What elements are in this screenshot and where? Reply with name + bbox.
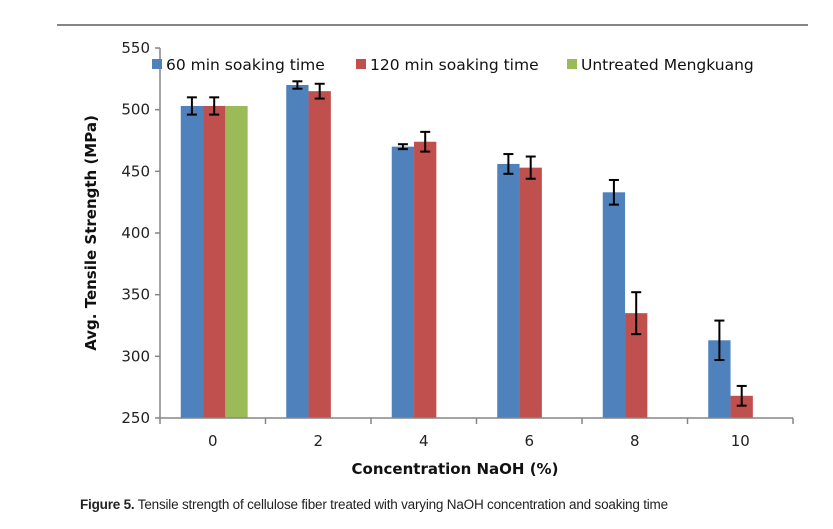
y-axis-label: Avg. Tensile Strength (MPa) (82, 115, 100, 351)
legend-item-2: 120 min soaking time (356, 56, 539, 74)
bar-2-0 (203, 105, 226, 418)
y-tick-label: 400 (121, 224, 150, 242)
legend-label: 120 min soaking time (370, 56, 539, 74)
legend-swatch (356, 59, 366, 69)
x-tick-label: 8 (630, 432, 640, 450)
error-bar (608, 178, 619, 206)
bar-3-0 (225, 105, 248, 418)
bar-1-0 (180, 105, 204, 418)
bar-1-8 (602, 192, 626, 418)
bar-2-10 (730, 395, 753, 418)
y-tick-label: 350 (121, 286, 150, 304)
bar-1-2 (286, 85, 309, 418)
legend: 60 min soaking time 120 min soaking time U… (152, 56, 754, 74)
x-tick-label: 10 (731, 432, 750, 450)
bar-2-4 (414, 141, 437, 418)
bar-1-6 (497, 163, 520, 418)
x-axis-label: Concentration NaOH (%) (352, 460, 559, 478)
bar-2-8 (625, 313, 648, 418)
error-bar (397, 143, 408, 151)
y-tick-label: 450 (121, 162, 150, 180)
error-bar (736, 384, 747, 407)
x-tick-label: 4 (419, 432, 429, 450)
x-tick-label: 2 (313, 432, 323, 450)
x-tick-label: 0 (208, 432, 218, 450)
y-tick-label: 550 (121, 39, 150, 57)
bar-1-10 (708, 340, 731, 418)
y-tick-label: 250 (121, 409, 150, 427)
legend-label: Untreated Mengkuang (581, 56, 754, 74)
legend-label: 60 min soaking time (166, 56, 325, 74)
error-bar (292, 80, 303, 90)
bar-1-4 (391, 146, 415, 418)
error-bar (209, 96, 220, 116)
x-tick-label: 6 (524, 432, 534, 450)
error-bar (525, 155, 536, 180)
caption-text: Tensile strength of cellulose fiber trea… (134, 497, 668, 512)
y-tick-label: 300 (121, 347, 150, 365)
legend-item-3: Untreated Mengkuang (567, 56, 754, 74)
error-bar (631, 291, 642, 336)
bar-2-2 (308, 91, 331, 419)
legend-item-1: 60 min soaking time (152, 56, 325, 74)
legend-swatch (567, 59, 577, 69)
y-tick-label: 500 (121, 101, 150, 119)
error-bar (314, 82, 325, 100)
legend-swatch (152, 59, 162, 69)
error-bar (186, 96, 197, 116)
error-bar (503, 153, 514, 175)
figure-caption: Figure 5. Tensile strength of cellulose … (80, 497, 668, 512)
caption-label: Figure 5. (80, 497, 135, 512)
error-bar (420, 130, 431, 153)
bar-2-6 (519, 167, 542, 418)
error-bar (714, 319, 725, 362)
